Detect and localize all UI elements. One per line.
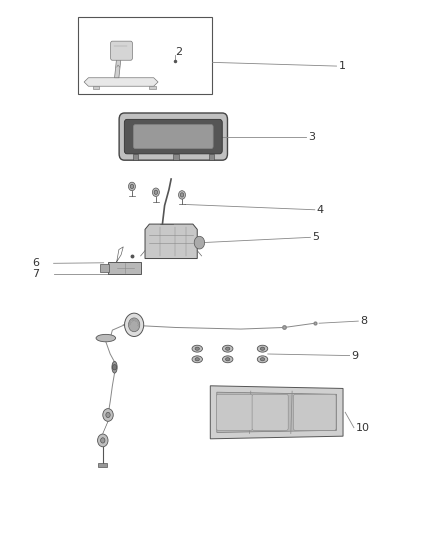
FancyBboxPatch shape — [119, 113, 227, 160]
Ellipse shape — [192, 345, 202, 352]
Ellipse shape — [192, 356, 202, 363]
Circle shape — [128, 182, 135, 191]
Text: 7: 7 — [32, 270, 39, 279]
Circle shape — [194, 236, 205, 249]
Text: 8: 8 — [360, 316, 367, 326]
FancyBboxPatch shape — [134, 125, 213, 149]
Text: 6: 6 — [32, 259, 39, 268]
Text: 2: 2 — [176, 47, 183, 56]
FancyBboxPatch shape — [216, 394, 253, 430]
Ellipse shape — [226, 347, 230, 350]
Bar — [108, 262, 141, 274]
Polygon shape — [115, 57, 121, 78]
Text: 4: 4 — [317, 205, 324, 215]
Bar — [133, 154, 138, 160]
Text: 9: 9 — [352, 351, 359, 361]
Circle shape — [154, 190, 158, 195]
Circle shape — [101, 438, 105, 443]
Text: 1: 1 — [339, 61, 346, 71]
Circle shape — [103, 409, 113, 421]
Polygon shape — [145, 224, 197, 259]
Text: 3: 3 — [308, 132, 315, 142]
Ellipse shape — [223, 345, 233, 352]
Ellipse shape — [223, 356, 233, 363]
Circle shape — [152, 188, 159, 197]
Bar — [209, 154, 215, 160]
Circle shape — [128, 318, 140, 332]
Ellipse shape — [195, 358, 199, 361]
Circle shape — [179, 191, 185, 199]
Ellipse shape — [96, 334, 116, 342]
Bar — [100, 264, 109, 272]
Circle shape — [124, 313, 144, 336]
Text: 5: 5 — [313, 232, 320, 243]
Bar — [99, 463, 107, 467]
Bar — [78, 17, 212, 94]
FancyBboxPatch shape — [124, 119, 222, 154]
Ellipse shape — [226, 358, 230, 361]
FancyBboxPatch shape — [111, 41, 132, 60]
Polygon shape — [217, 392, 336, 432]
FancyBboxPatch shape — [252, 394, 288, 430]
Ellipse shape — [257, 345, 268, 352]
Ellipse shape — [195, 347, 199, 350]
Text: 10: 10 — [356, 423, 370, 433]
Circle shape — [180, 193, 184, 197]
Ellipse shape — [257, 356, 268, 363]
Polygon shape — [210, 386, 343, 439]
Ellipse shape — [260, 347, 265, 350]
Polygon shape — [84, 78, 158, 86]
Circle shape — [98, 434, 108, 447]
Bar — [93, 86, 99, 89]
Bar — [149, 86, 156, 89]
Circle shape — [113, 365, 117, 370]
Circle shape — [106, 413, 110, 418]
FancyBboxPatch shape — [293, 394, 336, 430]
Ellipse shape — [260, 358, 265, 361]
Ellipse shape — [112, 361, 117, 373]
Bar — [173, 154, 179, 160]
Circle shape — [130, 184, 134, 189]
